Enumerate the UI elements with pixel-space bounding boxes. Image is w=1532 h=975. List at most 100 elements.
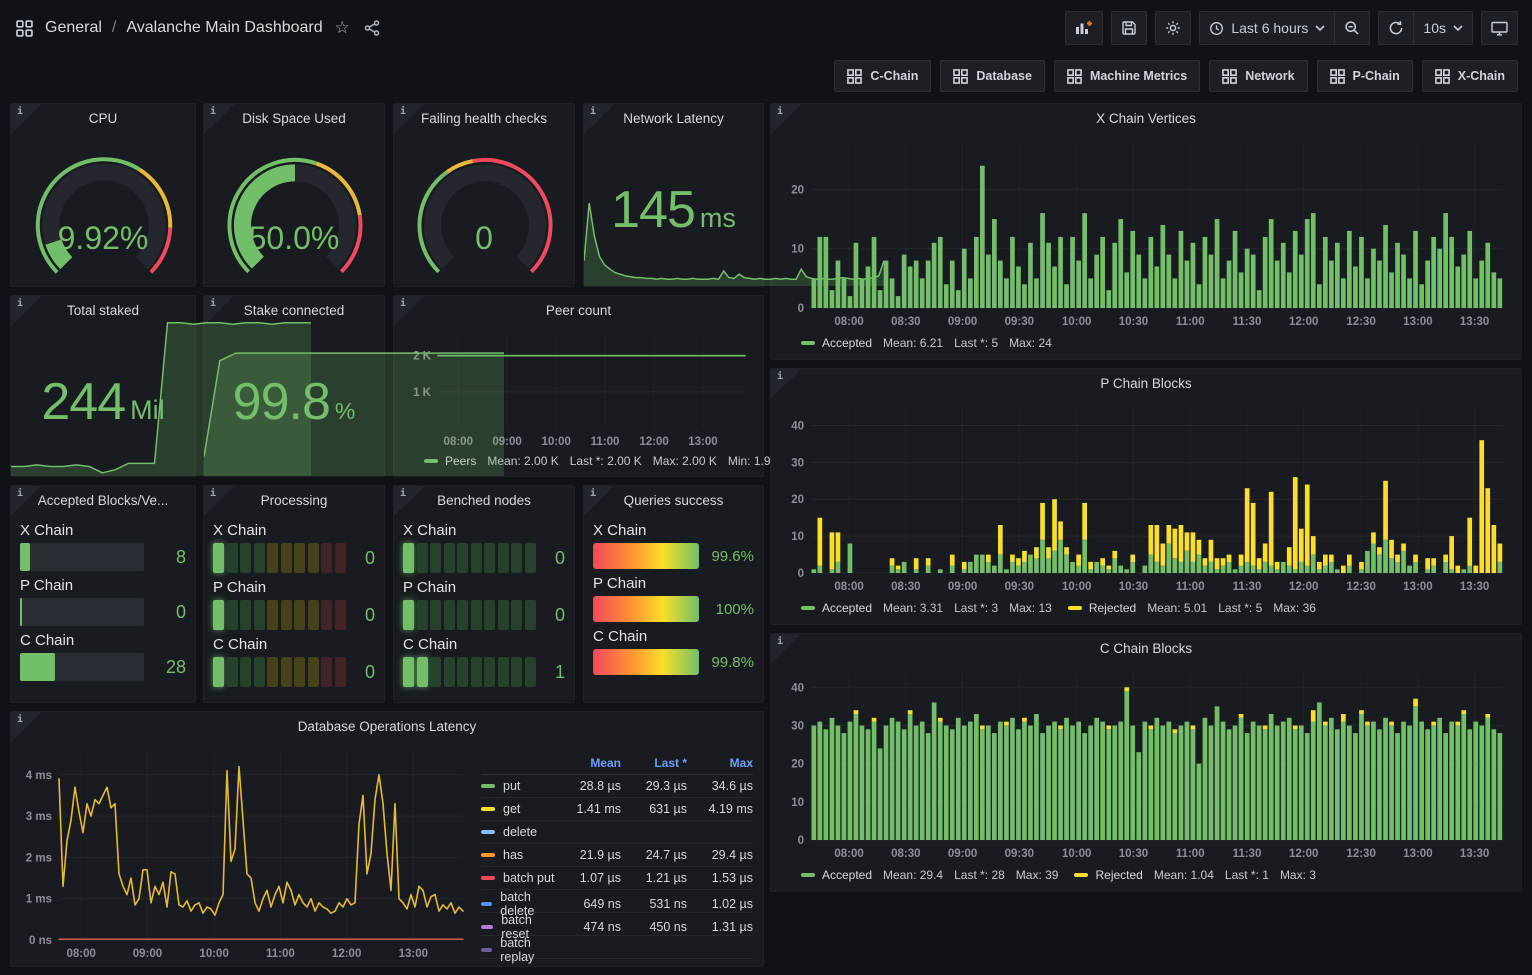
panel-info-icon[interactable]: i xyxy=(771,369,801,399)
legend-series-label[interactable]: batch put xyxy=(481,871,555,885)
led-segment xyxy=(294,657,305,687)
panel-title[interactable]: Peer count xyxy=(545,303,612,318)
panel-title[interactable]: Network Latency xyxy=(623,111,724,126)
nav-link-label: Database xyxy=(976,69,1032,83)
panel-info-icon[interactable]: i xyxy=(584,104,614,134)
panel-title[interactable]: X Chain Vertices xyxy=(1096,111,1196,126)
add-panel-button[interactable] xyxy=(1065,11,1104,45)
panel-title[interactable]: P Chain Blocks xyxy=(1100,376,1192,391)
legend-table-column[interactable]: Max xyxy=(729,756,753,770)
panel-title[interactable]: Database Operations Latency xyxy=(297,719,477,734)
svg-text:13:00: 13:00 xyxy=(1403,848,1432,860)
panel-title[interactable]: Stake connected xyxy=(243,303,345,318)
led-segment xyxy=(240,543,251,573)
svg-text:12:30: 12:30 xyxy=(1346,316,1375,328)
legend-series-label[interactable]: batch replay xyxy=(481,936,555,964)
nav-link-database[interactable]: Database xyxy=(940,60,1045,92)
refresh-interval-button[interactable]: 10s xyxy=(1414,11,1473,45)
star-icon[interactable]: ☆ xyxy=(334,18,350,37)
legend-series-label[interactable]: put xyxy=(481,779,555,793)
svg-text:12:00: 12:00 xyxy=(332,948,361,960)
share-icon[interactable] xyxy=(362,18,382,38)
legend-series-label[interactable]: Accepted xyxy=(822,336,873,350)
led-segment xyxy=(280,657,292,687)
panel-info-icon[interactable]: i xyxy=(584,486,614,516)
breadcrumb-folder[interactable]: General xyxy=(45,19,102,36)
legend-series-label[interactable]: Accepted xyxy=(822,601,873,615)
legend-series-label[interactable]: batch reset xyxy=(481,913,555,941)
legend-series-label[interactable]: batch delete xyxy=(481,890,555,918)
panel-title[interactable]: CPU xyxy=(88,111,118,126)
svg-text:08:00: 08:00 xyxy=(834,848,863,860)
network-latency-stat: 145 ms xyxy=(611,181,736,239)
svg-text:11:00: 11:00 xyxy=(591,436,620,448)
legend-table-column[interactable]: Last * xyxy=(654,756,687,770)
nav-link-p-chain[interactable]: P-Chain xyxy=(1316,60,1413,92)
panel-title[interactable]: Accepted Blocks/Ve... xyxy=(37,493,169,508)
legend-stat: Mean: 1.04 xyxy=(1153,868,1214,882)
nav-link-machine-metrics[interactable]: Machine Metrics xyxy=(1053,60,1201,92)
panel-benched-nodes: i Benched nodes X Chain 0 P Chain 0 C Ch… xyxy=(393,485,575,703)
panel-title[interactable]: Total staked xyxy=(66,303,140,318)
panel-info-icon[interactable]: i xyxy=(394,296,424,326)
panel-info-icon[interactable]: i xyxy=(394,486,424,516)
cpu-gauge xyxy=(35,157,173,274)
led-segment xyxy=(403,657,414,687)
legend-stat-cell: 4.19 ms xyxy=(708,802,753,816)
kiosk-mode-button[interactable] xyxy=(1481,11,1518,45)
legend-series-label[interactable]: Rejected xyxy=(1095,868,1143,882)
bar-gauge xyxy=(20,598,144,626)
p-chain-blocks-chart: 08:00 08:30 09:00 09:30 10:00 10:30 11:00 11:30… xyxy=(791,407,1503,593)
legend-series-label[interactable]: get xyxy=(481,802,555,816)
nav-link-network[interactable]: Network xyxy=(1209,60,1308,92)
disk-gauge xyxy=(227,157,363,274)
panel-info-icon[interactable]: i xyxy=(771,634,801,664)
legend-item: Accepted Mean: 3.31 Last *: 3 Max: 13 xyxy=(801,601,1052,615)
time-range-button[interactable]: Last 6 hours xyxy=(1199,11,1336,45)
svg-text:09:30: 09:30 xyxy=(1005,848,1034,860)
panel-info-icon[interactable]: i xyxy=(394,104,424,134)
panel-info-icon[interactable]: i xyxy=(771,104,801,134)
legend-stat-cell: 1.31 µs xyxy=(711,920,753,934)
nav-link-x-chain[interactable]: X-Chain xyxy=(1421,60,1518,92)
nav-link-c-chain[interactable]: C-Chain xyxy=(834,60,932,92)
legend-table-column[interactable]: Mean xyxy=(590,756,621,770)
dashboard-grid-icon xyxy=(1222,68,1238,84)
legend-series-label[interactable]: Peers xyxy=(445,454,476,468)
legend-stat-cell: 1.02 µs xyxy=(711,897,753,911)
panel-title[interactable]: Processing xyxy=(260,493,328,508)
svg-text:11:00: 11:00 xyxy=(1176,316,1205,328)
panel-info-icon[interactable]: i xyxy=(204,486,234,516)
refresh-button[interactable] xyxy=(1378,11,1415,45)
legend-series-label[interactable]: delete xyxy=(481,825,555,839)
zoom-out-time-button[interactable] xyxy=(1335,11,1371,45)
panel-info-icon[interactable]: i xyxy=(11,486,41,516)
legend-table-row: put 28.8 µs 29.3 µs 34.6 µs xyxy=(481,775,753,798)
panel-title[interactable]: Queries success xyxy=(623,493,724,508)
panel-info-icon[interactable]: i xyxy=(204,104,234,134)
legend-swatch xyxy=(801,873,815,877)
legend-stat-cell: 474 ns xyxy=(583,920,621,934)
svg-text:13:00: 13:00 xyxy=(1403,316,1432,328)
panel-title[interactable]: Benched nodes xyxy=(437,493,531,508)
panel-info-icon[interactable]: i xyxy=(11,712,41,742)
legend-series-label[interactable]: Rejected xyxy=(1088,601,1137,615)
panel-title[interactable]: Disk Space Used xyxy=(242,111,346,126)
save-dashboard-button[interactable] xyxy=(1111,11,1148,45)
legend-stat: Max: 24 xyxy=(1009,336,1052,350)
panel-info-icon[interactable]: i xyxy=(11,296,41,326)
led-segment xyxy=(443,543,455,573)
page-title[interactable]: Avalanche Main Dashboard xyxy=(126,19,323,36)
svg-text:08:00: 08:00 xyxy=(67,948,96,960)
panel-info-icon[interactable]: i xyxy=(11,104,41,134)
dashboard-settings-button[interactable] xyxy=(1155,11,1192,45)
panel-info-icon[interactable]: i xyxy=(204,296,234,326)
panel-title[interactable]: C Chain Blocks xyxy=(1099,641,1193,656)
legend-swatch xyxy=(801,606,815,610)
dashboards-grid-icon[interactable] xyxy=(14,18,35,39)
svg-text:30: 30 xyxy=(791,720,804,732)
legend-series-label[interactable]: has xyxy=(481,848,555,862)
panel-title[interactable]: Failing health checks xyxy=(420,111,548,126)
legend-series-label[interactable]: Accepted xyxy=(822,868,873,882)
